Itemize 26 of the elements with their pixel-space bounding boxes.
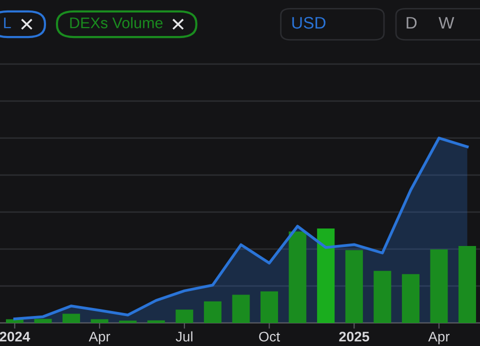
bar [430, 249, 448, 323]
x-tick-label: Oct [259, 332, 280, 342]
bar [232, 294, 250, 323]
text: W [438, 17, 454, 29]
bar [90, 319, 108, 323]
bar [62, 314, 80, 323]
bar [317, 228, 335, 323]
text: DEXs Volume [70, 17, 163, 28]
bar [204, 301, 222, 323]
x-tick-label: 2024 [0, 332, 30, 342]
bar [288, 231, 306, 323]
x-tick-label: Apr [428, 332, 450, 344]
bar [176, 310, 194, 323]
text: D [406, 17, 417, 29]
bar [260, 291, 278, 323]
x-tick-label: Jul [176, 331, 192, 342]
bar [147, 320, 165, 323]
text: USD [292, 16, 326, 29]
bar [458, 246, 476, 323]
bar [402, 274, 420, 323]
x-tick-label: 2025 [339, 332, 370, 342]
bar [34, 318, 52, 323]
bar [374, 270, 392, 323]
x-tick-label: Apr [88, 332, 110, 344]
text: L [4, 18, 11, 28]
bar [345, 250, 363, 323]
